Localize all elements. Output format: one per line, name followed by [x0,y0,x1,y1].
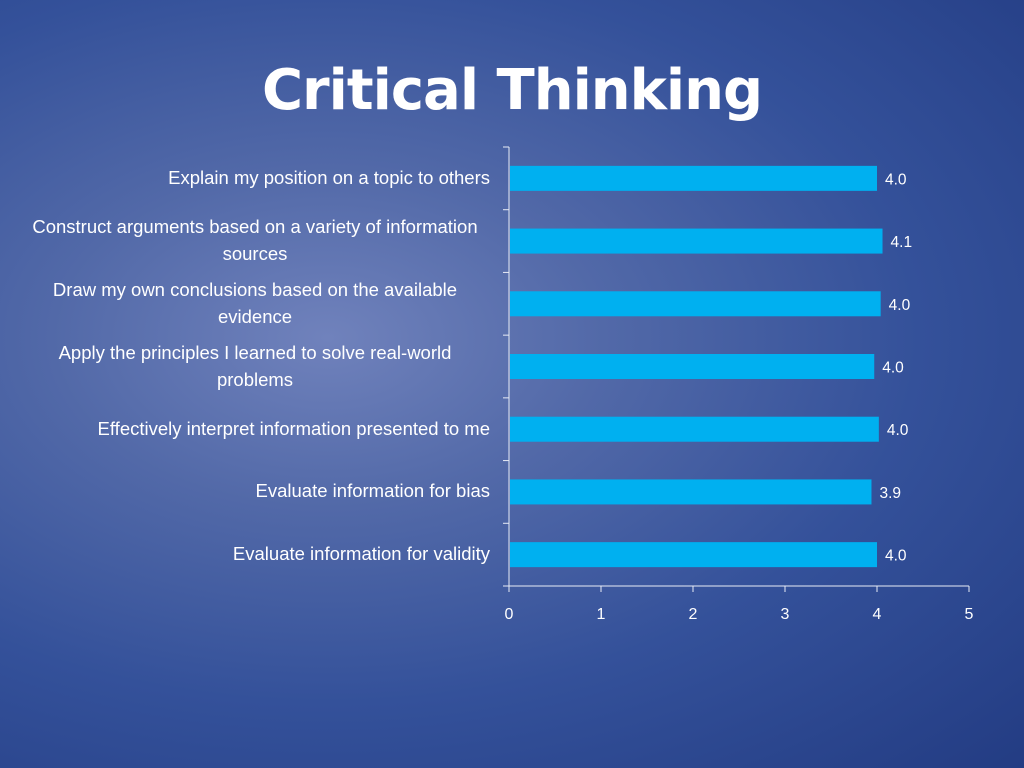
category-label: Evaluate information for bias [255,480,490,502]
bar-value-label: 4.0 [889,297,911,314]
bar [510,228,883,254]
bar [510,165,877,191]
category-label: Draw my own conclusions based on the ava… [52,278,458,327]
category-label: Apply the principles I learned to solve … [58,341,452,390]
bar-value-label: 4.0 [882,360,904,377]
x-tick-label: 4 [873,606,882,623]
slide-title: Critical Thinking [261,58,763,123]
bar [510,291,881,317]
category-label: Evaluate information for validity [232,543,490,565]
x-tick-label: 5 [965,606,974,623]
bar [510,354,875,379]
bar-value-label: 4.0 [885,548,907,565]
bar-value-label: 3.9 [879,485,901,502]
category-label: Explain my position on a topic to others [168,166,490,188]
x-tick-label: 0 [505,606,514,623]
x-tick-label: 1 [597,606,606,623]
category-label: Effectively interpret information presen… [97,417,490,439]
bar [510,416,879,442]
x-tick-label: 2 [689,606,698,623]
bar-value-label: 4.1 [891,234,913,251]
bar-value-label: 4.0 [887,422,909,439]
category-label: Construct arguments based on a variety o… [32,216,478,265]
x-tick-label: 3 [781,606,790,623]
bar [510,479,872,505]
bar [510,542,877,568]
bar-value-label: 4.0 [885,171,907,188]
